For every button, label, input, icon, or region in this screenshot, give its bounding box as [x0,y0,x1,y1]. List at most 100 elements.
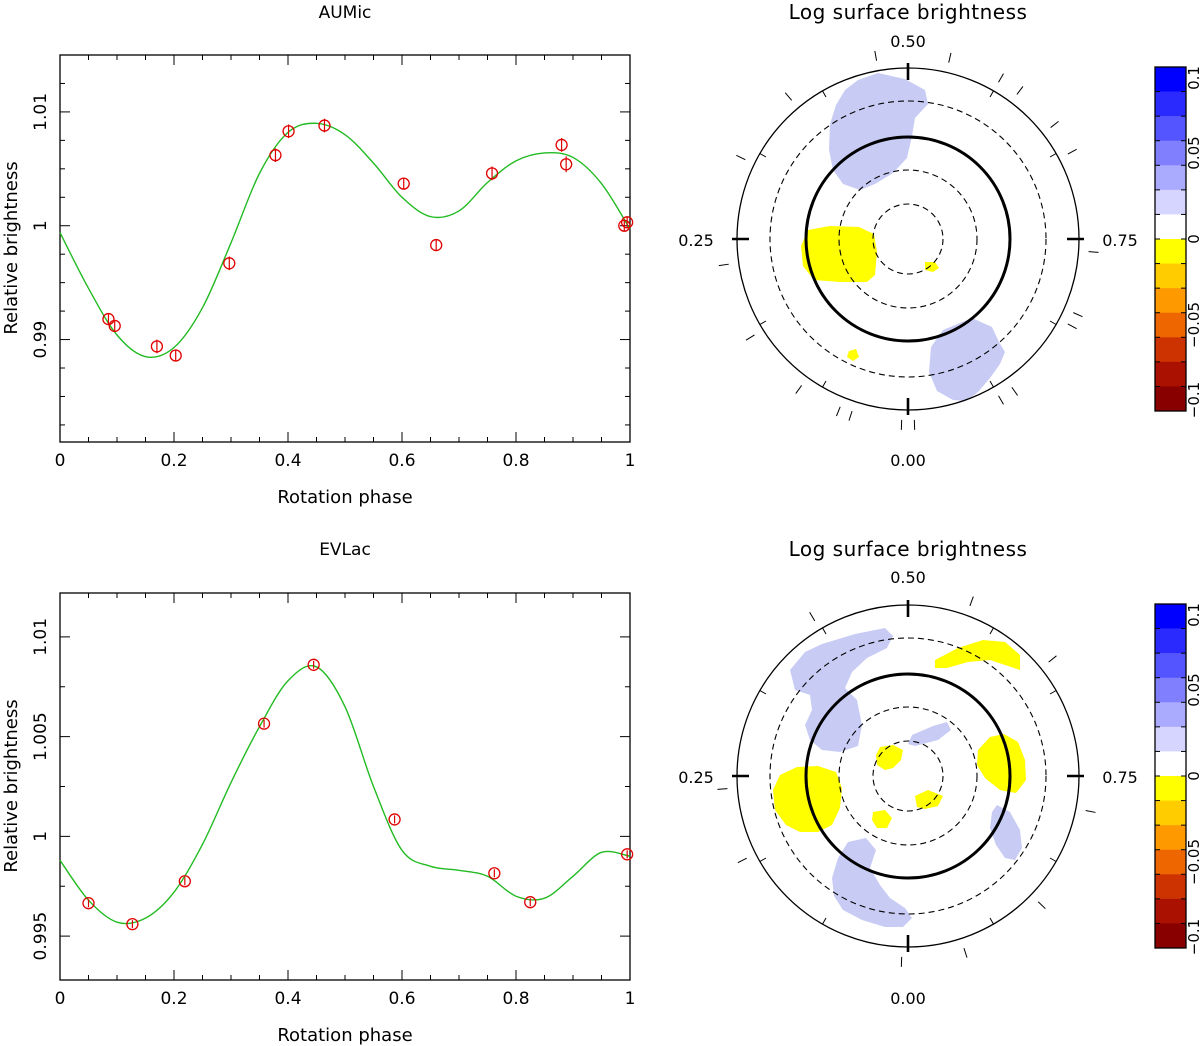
evlac-data-point [178,875,191,888]
aumic-observation-tick [736,154,746,161]
evlac-colorbar-cell [1155,604,1186,629]
aumic-brightness-map: Log surface brightness 0.50 0.25 0.75 0.… [678,0,1200,470]
evlac-latitude-circle [838,706,978,846]
dark-spot-region [915,790,943,809]
dark-spot-region [847,349,859,361]
evlac-colorbar-cell [1155,751,1186,777]
aumic-data-point [318,118,331,133]
aumic-data-point [430,238,443,252]
aumic-y-tick-labels: 0.99 1 1.01 [31,93,51,359]
evlac-latitude-circle [769,637,1047,915]
evlac-colorbar-cell [1155,653,1186,679]
evlac-x-tick-labels: 0 0.2 0.4 0.6 0.8 1 [55,989,636,1009]
aumic-xtick-label: 1 [625,451,636,471]
aumic-data-point [150,339,164,354]
dark-spot-region [935,640,1020,670]
evlac-colorbar-cell [1155,800,1186,826]
evlac-colorbar-ticks [1155,628,1186,924]
aumic-observation-tick [745,334,755,341]
evlac-axis-ticks [59,593,631,980]
aumic-data-point [169,349,182,362]
aumic-observation-tick [795,385,803,394]
evlac-colorbar-label: −0.1 [1185,919,1200,955]
bright-spot-region [790,628,893,752]
dark-spot-region [872,810,892,828]
aumic-observation-tick [1011,386,1018,396]
aumic-phase-tick [989,380,994,388]
aumic-title: AUMic [319,3,372,23]
aumic-phase-tick [1049,320,1057,325]
evlac-ytick-label: 1 [31,831,51,842]
aumic-phase-tick [822,90,827,98]
aumic-x-axis-label: Rotation phase [277,487,412,508]
evlac-colorbar-cell [1155,898,1186,924]
aumic-y-axis-label: Relative brightness [1,161,22,334]
aumic-colorbar-cell [1155,239,1186,264]
evlac-data-point [524,896,537,909]
aumic-phase-top-label: 0.50 [890,32,926,51]
aumic-x-tick-labels: 0 0.2 0.4 0.6 0.8 1 [55,451,636,471]
aumic-observation-tick [948,52,952,63]
evlac-model-curve [59,665,631,925]
evlac-colorbar-cell [1155,702,1186,728]
evlac-phase-tick [759,857,767,862]
evlac-phase-tick [989,627,994,635]
aumic-colorbar-label: −0.1 [1185,382,1200,418]
aumic-phase-right-label: 0.75 [1102,231,1138,250]
aumic-phase-tick [759,320,767,325]
evlac-phase-tick [822,627,827,635]
evlac-colorbar-cell [1155,628,1186,654]
aumic-observation-tick [1050,121,1059,128]
evlac-plot-frame [59,592,631,981]
evlac-phase-tick [1049,857,1057,862]
aumic-colorbar-cell [1155,140,1186,166]
aumic-data-point [485,166,499,181]
aumic-colorbar-cell [1155,214,1186,240]
aumic-colorbar-label: 0 [1185,234,1200,244]
evlac-phase-tick [822,917,827,925]
aumic-data-point [282,124,295,139]
aumic-colorbar: 0.1 0.05 0 −0.05 −0.1 [1154,66,1200,418]
aumic-observation-tick [998,395,1004,405]
evlac-ytick-label: 0.995 [31,912,51,961]
aumic-map-title: Log surface brightness [789,0,1028,24]
bright-spot-region [829,73,928,190]
aumic-data-point [555,138,568,152]
evlac-phase-top-label: 0.50 [890,568,926,587]
evlac-observation-tick [963,947,968,958]
aumic-colorbar-cell [1155,386,1186,412]
aumic-latitude-circle [838,169,978,309]
evlac-colorbar-cell [1155,726,1186,752]
aumic-xtick-label: 0.8 [502,451,529,471]
aumic-colorbar-cell [1155,312,1186,338]
evlac-x-axis-label: Rotation phase [277,1025,412,1046]
evlac-rotation-axis-circle [804,672,1012,880]
aumic-latitude-circle [872,203,944,275]
evlac-observation-tick [737,857,747,864]
aumic-axis-ticks [59,54,631,442]
aumic-colorbar-cell [1155,288,1186,314]
aumic-model-curve [59,122,631,358]
dark-spot-region [876,745,903,770]
evlac-xtick-label: 0.6 [388,989,415,1009]
evlac-observation-tick [1085,810,1096,813]
bright-spot-region [929,318,1005,401]
aumic-colorbar-cell [1155,165,1186,191]
evlac-observation-tick [1048,655,1057,663]
evlac-phase-tick [1049,690,1057,695]
aumic-colorbar-cell [1155,361,1186,387]
aumic-data-points [102,118,634,362]
aumic-latitude-circle [769,100,1047,378]
evlac-xtick-label: 0.2 [160,989,187,1009]
evlac-xtick-label: 0.4 [274,989,301,1009]
aumic-data-point [618,219,631,232]
evlac-colorbar-cell [1155,825,1186,851]
aumic-phase-left-label: 0.25 [678,231,714,250]
aumic-observation-tick [1016,86,1024,95]
aumic-observation-tick [718,263,729,267]
aumic-observation-tick [848,410,853,421]
aumic-colorbar-cells [1155,67,1186,412]
evlac-observation-phase-ticks [717,596,1096,967]
evlac-phase-tick [989,917,994,925]
